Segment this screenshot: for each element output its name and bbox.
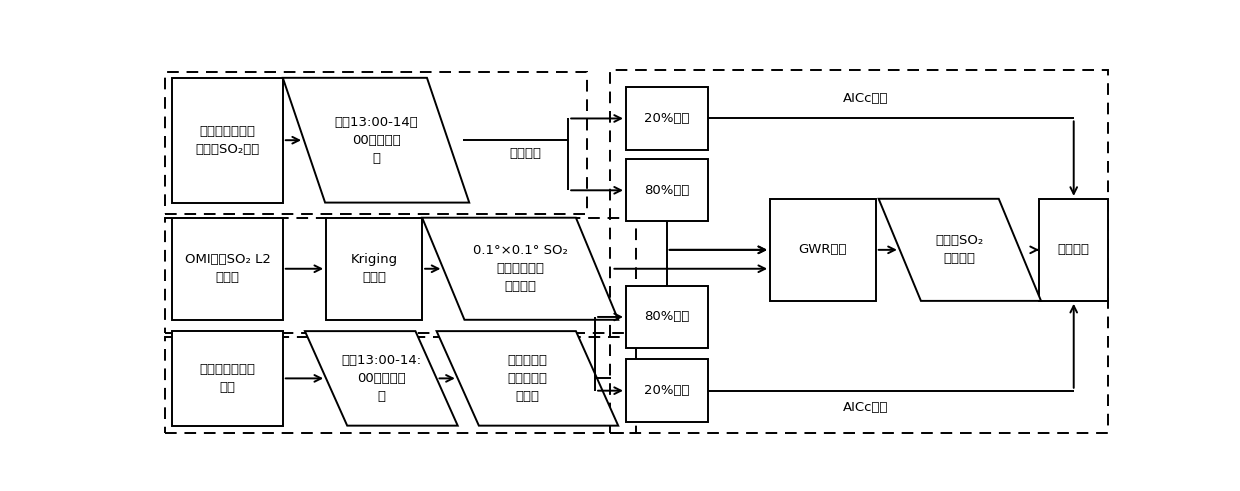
Bar <box>326 218 422 320</box>
Bar <box>172 218 283 320</box>
Bar <box>172 331 283 426</box>
Polygon shape <box>879 199 1042 301</box>
Text: GWR模型: GWR模型 <box>799 244 847 256</box>
Bar <box>770 199 875 301</box>
Bar <box>626 159 708 221</box>
Text: 每天13:00-14：
00间小时均
值: 每天13:00-14： 00间小时均 值 <box>334 116 418 164</box>
Bar <box>165 72 588 214</box>
Text: 80%数据: 80%数据 <box>644 310 689 324</box>
Text: AICc准则: AICc准则 <box>843 401 889 414</box>
Bar <box>626 286 708 348</box>
Text: OMI卫星SO₂ L2
级数据: OMI卫星SO₂ L2 级数据 <box>185 253 270 284</box>
Bar <box>610 70 1109 433</box>
Bar <box>626 359 708 422</box>
Text: 每天13:00-14:
00间小时均
值: 每天13:00-14: 00间小时均 值 <box>341 354 422 403</box>
Text: 结果验证: 结果验证 <box>1058 244 1090 256</box>
Text: 与空气质量
监测站点数
据匹配: 与空气质量 监测站点数 据匹配 <box>507 354 547 403</box>
Text: 近地面SO₂
浓度估算: 近地面SO₂ 浓度估算 <box>936 234 985 265</box>
Text: 20%数据: 20%数据 <box>644 384 689 397</box>
Bar <box>1039 199 1109 301</box>
Text: 交叉验证: 交叉验证 <box>508 147 541 160</box>
Bar <box>172 78 283 203</box>
Text: 80%数据: 80%数据 <box>644 184 689 197</box>
Polygon shape <box>436 331 619 426</box>
Text: 20%数据: 20%数据 <box>644 112 689 125</box>
Bar <box>165 218 635 333</box>
Bar <box>626 87 708 150</box>
Text: 0.1°×0.1° SO₂
对流层柱浓度
网格数据: 0.1°×0.1° SO₂ 对流层柱浓度 网格数据 <box>472 244 568 293</box>
Bar <box>165 337 635 433</box>
Text: 地面气象监测站
数据: 地面气象监测站 数据 <box>200 363 255 394</box>
Text: Kriging
插值法: Kriging 插值法 <box>351 253 398 284</box>
Text: AICc准则: AICc准则 <box>843 92 889 105</box>
Polygon shape <box>422 218 619 320</box>
Text: 地面空气质量监
测站点SO₂数据: 地面空气质量监 测站点SO₂数据 <box>196 125 259 156</box>
Polygon shape <box>283 78 469 203</box>
Polygon shape <box>305 331 458 426</box>
